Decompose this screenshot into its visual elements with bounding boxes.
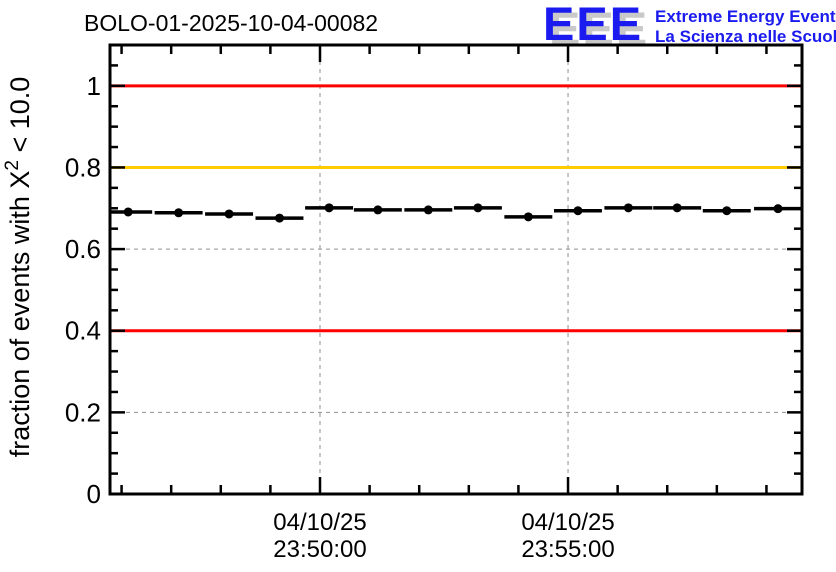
x-tick-label-time: 23:55:00 <box>521 536 614 563</box>
plot-frame <box>108 43 804 496</box>
data-point <box>623 203 633 213</box>
x-tick-label-time: 23:50:00 <box>273 536 366 563</box>
y-tick-label: 0.8 <box>65 152 101 182</box>
eee-logo-text: Extreme Energy Events La Scienza nelle S… <box>655 4 836 47</box>
y-axis-title-part: 2 <box>2 160 23 171</box>
eee-logo-line1: Extreme Energy Events <box>655 7 836 26</box>
data-point <box>573 206 583 216</box>
eee-logo-icon: EEE <box>543 0 644 50</box>
x-tick-label-date: 04/10/25 <box>273 509 366 536</box>
y-tick-label: 0.6 <box>65 234 101 264</box>
eee-logo-line2: La Scienza nelle Scuole <box>655 27 836 46</box>
data-point <box>373 205 383 215</box>
data-point <box>224 209 234 219</box>
y-axis-title-part: < 10.0 <box>5 77 35 160</box>
y-tick-label: 1 <box>87 71 101 101</box>
data-point <box>324 203 334 213</box>
eee-logo: EEE Extreme Energy Events La Scienza nel… <box>543 0 836 50</box>
data-point <box>722 206 732 216</box>
data-point <box>123 207 133 217</box>
data-point <box>473 203 483 213</box>
y-tick-label: 0 <box>87 479 101 509</box>
data-point <box>174 208 184 218</box>
data-point <box>423 205 433 215</box>
data-point <box>274 213 284 223</box>
data-point <box>523 212 533 222</box>
y-axis-title-part: fraction of events with X <box>5 171 35 458</box>
data-point <box>672 203 682 213</box>
x-tick-label-date: 04/10/25 <box>521 509 614 536</box>
y-axis-title: fraction of events with X2 < 10.0 <box>2 77 35 458</box>
y-tick-label: 0.4 <box>65 316 101 346</box>
data-point <box>773 204 783 214</box>
y-tick-label: 0.2 <box>65 397 101 427</box>
page-title: BOLO-01-2025-10-04-00082 <box>84 10 379 36</box>
